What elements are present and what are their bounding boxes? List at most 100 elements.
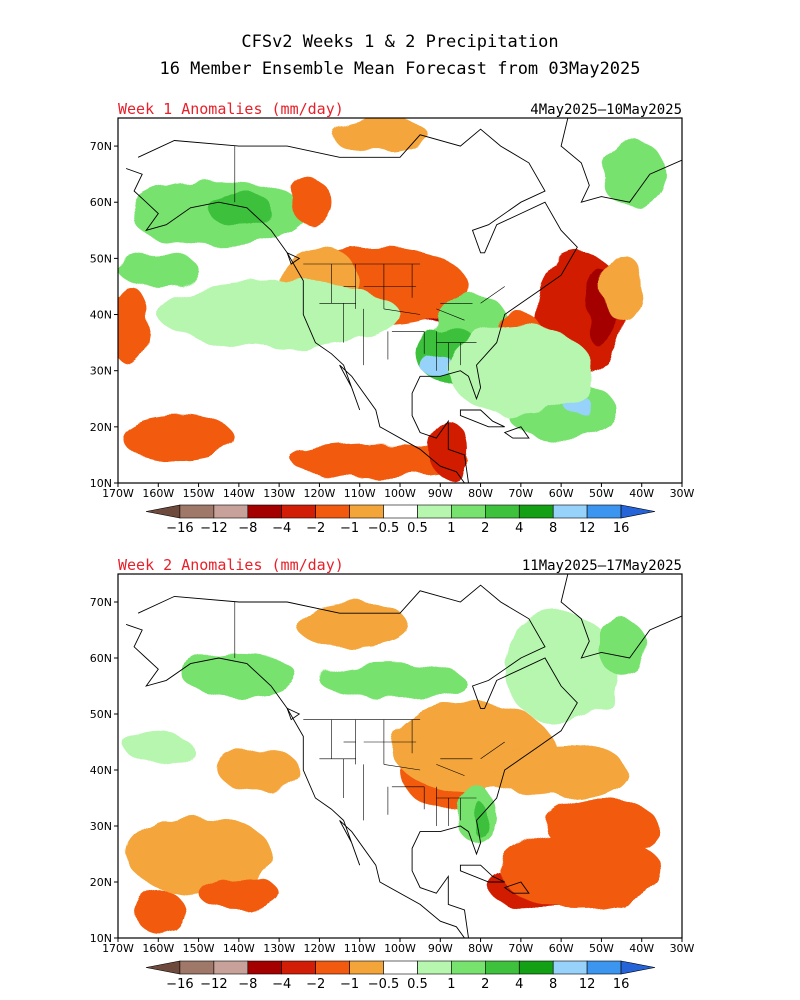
colorbar-label: 4 [515, 977, 523, 992]
lon-tick-label: 30W [670, 487, 695, 500]
colorbar-label: −1 [340, 521, 359, 536]
colorbar-swatch [552, 504, 588, 519]
coastline [125, 584, 578, 938]
lon-tick-label: 130W [263, 942, 295, 955]
colorbar-label: −4 [272, 521, 291, 536]
lat-tick-label: 70N [90, 596, 112, 609]
colorbar-swatch [518, 960, 554, 975]
week2-panel: Week 2 Anomalies (mm/day) 11May2025–17Ma… [90, 556, 695, 992]
anomaly-area-wet-mid [118, 252, 199, 287]
lon-tick-label: 140W [223, 942, 255, 955]
political-boundary [480, 286, 505, 304]
colorbar-swatch [247, 960, 283, 975]
anomaly-area-dry-light [601, 252, 642, 321]
anomaly-area-dry-mid [291, 179, 332, 225]
colorbar-label: −8 [238, 521, 257, 536]
colorbar-label: −4 [272, 977, 291, 992]
lon-tick-label: 100W [384, 942, 416, 955]
week1-coastlines [125, 118, 682, 483]
colorbar-label: −0.5 [368, 977, 400, 992]
colorbar-swatch [586, 960, 622, 975]
colorbar-label: 4 [515, 521, 523, 536]
anomaly-area-wet-mid [319, 663, 465, 698]
anomaly-area-wet-light [158, 280, 400, 349]
coastline [503, 881, 530, 894]
lon-tick-label: 60W [549, 487, 574, 500]
lon-tick-label: 120W [303, 487, 335, 500]
lon-tick-label: 90W [428, 942, 453, 955]
anomaly-area-dry-mid [198, 876, 280, 910]
colorbar-label: −8 [238, 977, 257, 992]
lon-tick-label: 150W [183, 942, 215, 955]
lat-tick-label: 20N [90, 421, 112, 434]
lat-tick-label: 50N [90, 252, 112, 265]
colorbar-label: 1 [447, 521, 455, 536]
week2-title: Week 2 Anomalies (mm/day) [118, 556, 344, 574]
week2-coastlines [125, 574, 682, 938]
lon-tick-label: 90W [428, 487, 453, 500]
week2-colorbar: −16 −12 −8 −4 −2 −1 −0.5 0.5 1 2 4 8 12 16 [145, 960, 656, 992]
colorbar-swatch [179, 960, 215, 975]
week2-lat-axis: 70N 60N 50N 40N 30N 20N 10N [90, 596, 118, 945]
anomaly-area-wet-strong [206, 191, 272, 225]
coastline [538, 118, 682, 203]
coastline [459, 864, 505, 883]
lat-tick-label: 20N [90, 876, 112, 889]
colorbar-label: −0.5 [368, 521, 400, 536]
figure-title: CFSv2 Weeks 1 & 2 Precipitation [241, 32, 558, 52]
colorbar-swatch [145, 960, 181, 975]
colorbar-swatch [145, 504, 181, 519]
colorbar-label: 16 [613, 521, 630, 536]
lon-tick-label: 30W [670, 942, 695, 955]
colorbar-label: −16 [166, 977, 193, 992]
lat-tick-label: 70N [90, 140, 112, 153]
anomaly-area-dry-mid [121, 415, 235, 461]
colorbar-label: 1 [447, 977, 455, 992]
lat-tick-label: 50N [90, 708, 112, 721]
colorbar-swatch [315, 504, 350, 519]
lon-tick-label: 110W [344, 942, 376, 955]
lat-tick-label: 40N [90, 764, 112, 777]
lon-tick-label: 130W [263, 487, 295, 500]
political-boundary [383, 764, 421, 771]
colorbar-label: 16 [613, 977, 630, 992]
coastline [503, 426, 530, 439]
colorbar-swatch [213, 960, 249, 975]
anomaly-area-wet-light [448, 325, 594, 416]
lat-tick-label: 60N [90, 196, 112, 209]
week1-panel: Week 1 Anomalies (mm/day) 4May2025–10May… [90, 100, 695, 536]
anomaly-area-dry-light [126, 814, 272, 894]
anomaly-area-dry-light [331, 118, 429, 152]
lon-tick-label: 80W [468, 942, 493, 955]
anomaly-area-wet-mid [597, 618, 646, 675]
coastline [286, 251, 301, 265]
week2-anomaly-field [126, 602, 662, 933]
political-boundary [436, 764, 465, 776]
lon-tick-label: 100W [384, 487, 416, 500]
coastline [459, 409, 505, 428]
colorbar-swatch [620, 504, 656, 519]
colorbar-swatch [349, 960, 384, 975]
week1-lat-axis: 70N 60N 50N 40N 30N 20N 10N [90, 140, 118, 490]
lon-tick-label: 150W [183, 487, 215, 500]
colorbar-swatch [417, 504, 452, 519]
coastline [538, 574, 682, 659]
week1-colorbar: −16 −12 −8 −4 −2 −1 −0.5 0.5 1 2 4 8 12 16 [145, 504, 656, 536]
anomaly-area-wet-strong [472, 803, 489, 838]
lon-tick-label: 110W [344, 487, 376, 500]
colorbar-swatch [620, 960, 656, 975]
lon-tick-label: 70W [508, 942, 533, 955]
colorbar-label: 12 [579, 977, 596, 992]
colorbar-swatch [451, 960, 486, 975]
colorbar-swatch [247, 504, 283, 519]
lon-tick-label: 160W [142, 487, 174, 500]
lon-tick-label: 50W [589, 487, 614, 500]
colorbar-swatch [213, 504, 249, 519]
lon-tick-label: 120W [303, 942, 335, 955]
colorbar-swatch [281, 960, 316, 975]
colorbar-swatch [281, 504, 316, 519]
anomaly-area-dry-mid [545, 798, 658, 854]
anomaly-area-dry-light [218, 747, 300, 793]
colorbar-swatch [451, 504, 486, 519]
lat-tick-label: 30N [90, 365, 112, 378]
